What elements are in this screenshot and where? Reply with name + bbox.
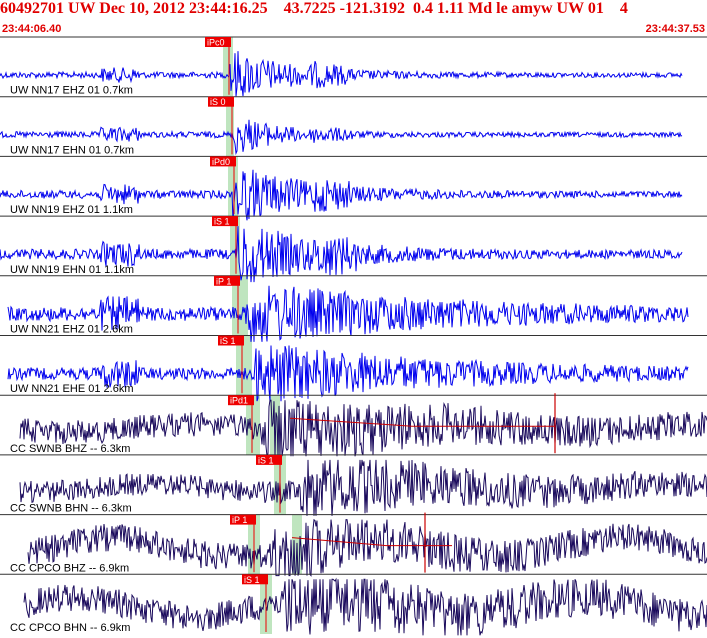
pick-marker: iPc0 [205, 37, 231, 48]
station-label: CC CPCO BHN -- 6.9km [10, 622, 130, 634]
pick-box [208, 96, 234, 107]
trace-row: iPc0 UW NN17 EHZ 01 0.7km [0, 36, 707, 97]
waveform [27, 518, 707, 577]
pick-marker: iP 1 [230, 514, 256, 525]
pick-label: iP 1 [232, 515, 247, 525]
pick-band [226, 96, 234, 157]
trace-row: iS 0 UW NN17 EHN 01 0.7km [0, 96, 707, 156]
pick-marker: iS 1 [218, 335, 244, 346]
trace-row: iP 1 CC CPCO BHZ -- 6.9km [0, 512, 707, 577]
station-label: UW NN19 EHZ 01 1.1km [10, 204, 133, 216]
trace-row: iS 1 CC SWNB BHN -- 6.3km [0, 454, 707, 516]
pick-marker: iPd1 [228, 395, 254, 406]
pick-band [232, 275, 248, 336]
station-label: CC SWNB BHN -- 6.3km [10, 503, 132, 515]
waveform [19, 459, 707, 516]
pick-band [230, 216, 240, 276]
trace-row: iS 1 UW NN21 EHE 01 2.6km [0, 335, 707, 402]
pick-box [256, 454, 282, 465]
start-time-label: 23:44:06.40 [2, 23, 62, 35]
waveform [19, 399, 707, 457]
pick-box [214, 275, 240, 286]
pick-marker: iP 1 [214, 275, 240, 286]
pick-label: iS 1 [244, 575, 260, 585]
pick-marker: iS 1 [212, 216, 238, 227]
pick-label: iS 0 [210, 97, 226, 107]
station-label: UW NN17 EHZ 01 0.7km [10, 85, 133, 97]
waveform [0, 119, 683, 156]
pick-box [242, 574, 268, 585]
waveform [0, 169, 683, 223]
pick-box [230, 514, 256, 525]
end-time-label: 23:44:37.53 [645, 23, 705, 35]
station-label: CC CPCO BHZ -- 6.9km [10, 562, 129, 574]
fit-line [291, 537, 452, 547]
station-label: UW NN17 EHN 01 0.7km [10, 144, 134, 156]
pick-box [210, 156, 236, 167]
trace-row: iPd0 UW NN19 EHZ 01 1.1km [0, 155, 707, 223]
pick-box [212, 216, 238, 227]
pick-box [218, 335, 244, 346]
waveform [23, 577, 707, 636]
pick-box [228, 395, 254, 406]
pick-label: iS 1 [258, 455, 274, 465]
station-label: UW NN21 EHE 01 2.6km [10, 383, 133, 395]
station-label: CC SWNB BHZ -- 6.3km [10, 443, 130, 455]
pick-band [246, 395, 260, 455]
pick-marker: iS 1 [242, 574, 268, 585]
pick-label: iS 1 [220, 336, 236, 346]
station-label: UW NN21 EHZ 01 2.6km [10, 324, 133, 336]
pick-label: iS 1 [214, 217, 230, 227]
pick-label: iPd0 [212, 157, 230, 167]
trace-row: iPd1 CC SWNB BHZ -- 6.3km [0, 393, 707, 457]
station-label: UW NN19 EHN 01 1.1km [10, 264, 134, 276]
waveform [7, 285, 689, 342]
pick-label: iPc0 [207, 38, 225, 48]
waveform [0, 51, 683, 97]
pick-marker: iS 1 [256, 454, 282, 465]
pick-box [205, 37, 231, 47]
waveform [0, 226, 683, 283]
pick-band [223, 37, 233, 97]
pick-marker: iS 0 [208, 96, 234, 107]
pick-band [228, 156, 238, 217]
trace-row: iS 1 UW NN19 EHN 01 1.1km [0, 215, 707, 283]
fit-line [289, 417, 555, 427]
trace-row: iP 1 UW NN21 EHZ 01 2.6km [0, 275, 707, 342]
pick-marker: iPd0 [210, 156, 236, 167]
pick-band [236, 335, 252, 396]
event-title: 60492701 UW Dec 10, 2012 23:44:16.25 43.… [0, 0, 628, 17]
pick-band [270, 395, 280, 455]
waveform [7, 345, 689, 402]
pick-label: iP 1 [216, 276, 231, 286]
trace-row: iS 1 CC CPCO BHN -- 6.9km [0, 573, 707, 636]
pick-label: iPd1 [230, 396, 248, 406]
